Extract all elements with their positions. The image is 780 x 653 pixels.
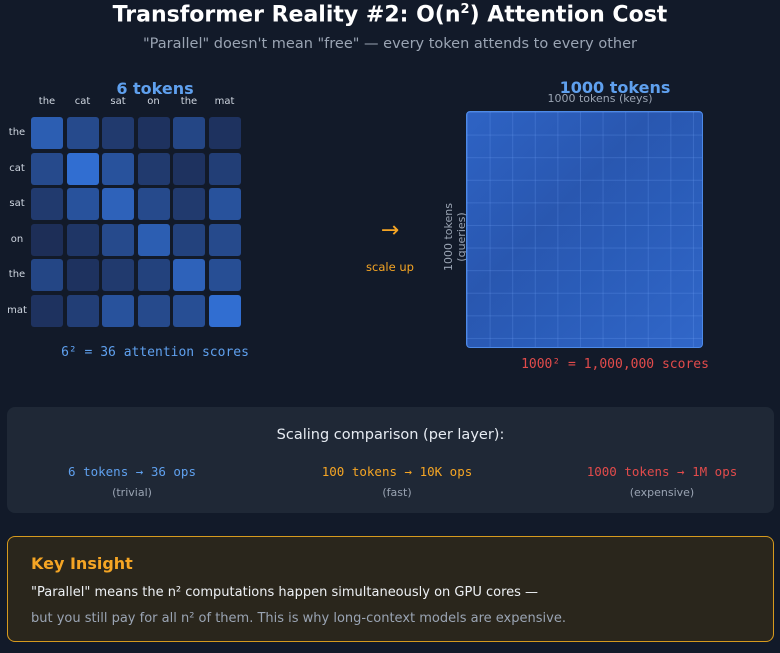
attention-cell [208, 188, 241, 220]
attention-cell [102, 117, 134, 149]
key-insight-box: Key Insight "Parallel" means the n² comp… [7, 536, 774, 642]
attention-cell [31, 152, 63, 185]
attention-cell [66, 223, 99, 256]
page-subtitle: "Parallel" doesn't mean "free" — every t… [142, 36, 637, 52]
attention-cell [137, 259, 170, 291]
comparison-title: Scaling comparison (per layer): [276, 427, 505, 443]
matrix-row-label: sat [9, 198, 25, 209]
insight-title: Key Insight [31, 554, 133, 573]
attention-cell [137, 188, 170, 220]
attention-cell [102, 223, 134, 256]
comparison-note: (fast) [382, 486, 412, 499]
matrix-row-label: the [8, 127, 26, 138]
comparison-note: (trivial) [112, 486, 152, 499]
attention-cell [173, 259, 205, 291]
attention-cell [31, 117, 63, 149]
small-matrix-title: 6 tokens [116, 79, 194, 98]
comparison-item-large: 1000 tokens → 1M ops (expensive) [537, 464, 780, 499]
attention-cell [66, 294, 99, 327]
attention-cell [102, 259, 134, 291]
attention-cell [31, 294, 63, 327]
attention-cell [173, 152, 205, 185]
comparison-value: 100 tokens → 10K ops [321, 464, 473, 479]
attention-cell [66, 188, 99, 220]
attention-cell [137, 152, 170, 185]
big-matrix-queries-label: 1000 tokens (queries) [442, 203, 468, 271]
matrix-column-label: the [38, 96, 56, 107]
attention-cell [173, 223, 205, 256]
page-title: Transformer Reality #2: O(n2) Attention … [112, 2, 668, 28]
matrix-row-label: the [8, 269, 26, 280]
attention-cell [208, 223, 241, 256]
comparison-item-small: 6 tokens → 36 ops (trivial) [7, 464, 257, 499]
attention-cell [208, 259, 241, 291]
matrix-column-label: mat [214, 96, 235, 107]
matrix-column-label: on [147, 96, 160, 107]
attention-cell [66, 152, 99, 185]
attention-cell [102, 152, 134, 185]
attention-cell [31, 188, 63, 220]
big-matrix-keys-label: 1000 tokens (keys) [547, 92, 653, 105]
attention-cell [66, 259, 99, 291]
small-matrix-caption: 6² = 36 attention scores [61, 345, 249, 360]
attention-cell [208, 152, 241, 185]
attention-cell [31, 223, 63, 256]
attention-cell [31, 259, 63, 291]
big-matrix-title: 1000 tokens [559, 78, 671, 97]
attention-cell [102, 188, 134, 220]
comparison-note: (expensive) [629, 486, 695, 499]
insight-line-2: but you still pay for all n² of them. Th… [31, 611, 566, 626]
matrix-column-label: cat [74, 96, 91, 107]
matrix-row-label: on [10, 233, 24, 245]
attention-cell [208, 294, 241, 327]
attention-cell [208, 117, 241, 149]
scaling-comparison-panel: Scaling comparison (per layer): 6 tokens… [7, 407, 774, 513]
comparison-value: 6 tokens → 36 ops [68, 464, 196, 479]
matrix-column-label: sat [110, 96, 126, 107]
attention-cell [173, 294, 205, 327]
attention-cell [102, 294, 134, 327]
matrix-row-label: cat [9, 162, 25, 174]
right-arrow-icon: → [380, 218, 400, 243]
attention-cell [137, 223, 170, 256]
attention-cell [66, 117, 99, 149]
comparison-item-medium: 100 tokens → 10K ops (fast) [272, 464, 522, 499]
attention-cell [137, 294, 170, 327]
attention-cell [137, 117, 170, 149]
attention-cell [173, 188, 205, 220]
comparison-value: 1000 tokens → 1M ops [586, 464, 738, 479]
big-matrix-square [466, 111, 703, 348]
big-matrix-caption: 1000² = 1,000,000 scores [521, 357, 709, 372]
matrix-column-label: the [180, 96, 198, 107]
attention-cell [173, 117, 205, 149]
scale-up-label: scale up [366, 260, 414, 274]
matrix-row-label: mat [7, 304, 27, 316]
insight-line-1: "Parallel" means the n² computations hap… [31, 585, 539, 600]
